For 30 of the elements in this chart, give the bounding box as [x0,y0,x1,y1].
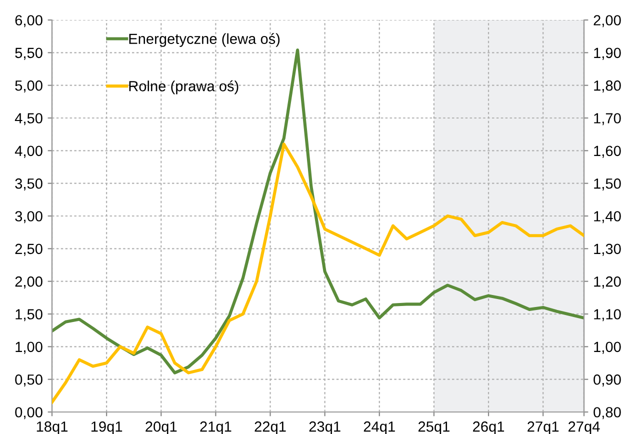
y-tick-label: 4,00 [14,146,42,158]
y2-tick-label: 1,50 [594,178,621,190]
y2-tick-label: 1,40 [594,211,621,224]
y2-tick-label: 1,80 [594,80,621,92]
y2-tick-label: 2,00 [594,15,621,28]
y-tick-label: 1,50 [16,309,42,322]
legend-label: Rolne (prawa oś) [129,80,238,94]
y-tick-label: 5,50 [15,48,42,60]
y-tick-label: 2,00 [15,276,42,288]
y-tick-label: 3,00 [15,211,42,224]
y2-tick-label: 0,80 [594,407,621,420]
y2-tick-label: 1,90 [594,48,621,60]
y-tick-label: 0,50 [15,374,42,386]
y2-tick-label: 1,00 [594,342,621,354]
y2-tick-label: 1,20 [594,276,621,288]
y-tick-label: 4,50 [14,113,42,126]
y-tick-label: 5,00 [15,80,42,92]
y2-tick-label: 1,70 [594,113,621,126]
legend-label: Energetyczne (lewa oś) [129,33,280,47]
y2-tick-label: 1,30 [594,244,621,256]
line-series [52,142,584,404]
y2-tick-label: 1,10 [594,309,621,322]
y-tick-label: 1,00 [16,342,42,354]
y-tick-label: 0,00 [15,407,42,420]
line-series [52,48,584,374]
y-tick-label: 2,50 [15,244,42,256]
y2-tick-label: 1,60 [594,146,621,158]
y-tick-label: 6,00 [15,15,42,28]
y2-tick-label: 0,90 [594,374,621,386]
y-tick-label: 3,50 [15,178,42,190]
